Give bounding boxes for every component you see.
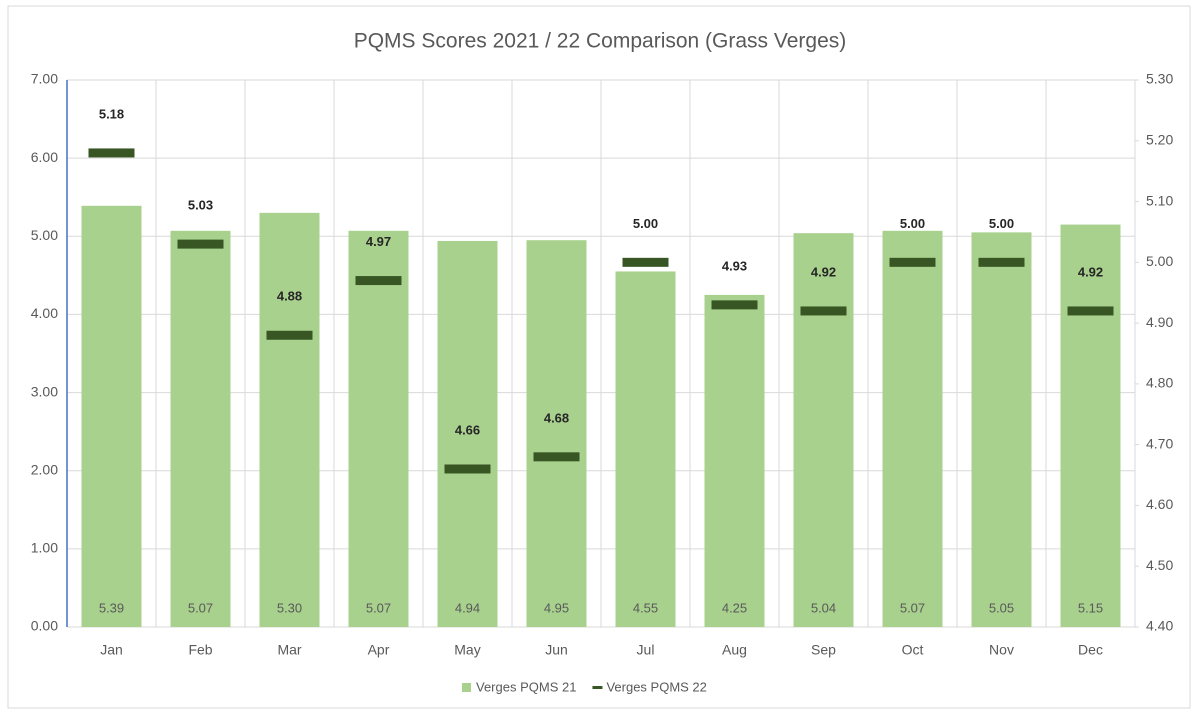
bar-value-label: 5.39 — [99, 600, 124, 615]
legend-label: Verges PQMS 21 — [476, 679, 576, 694]
legend-label: Verges PQMS 22 — [606, 679, 706, 694]
bar — [793, 233, 854, 627]
bar-value-label: 5.05 — [989, 600, 1014, 615]
bar — [81, 205, 142, 627]
marker-value-label: 4.93 — [722, 258, 747, 273]
x-tick-label: Feb — [188, 642, 212, 658]
y2-tick-label: 4.90 — [1146, 314, 1173, 330]
x-tick-label: Jul — [637, 642, 655, 658]
y2-tick-label: 4.80 — [1146, 375, 1173, 391]
marker — [889, 257, 936, 267]
y-tick-label: 5.00 — [31, 227, 58, 243]
x-tick-label: Aug — [722, 642, 747, 658]
marker — [355, 276, 402, 286]
x-tick-label: Jan — [100, 642, 123, 658]
y-tick-label: 4.00 — [31, 305, 58, 321]
marker — [1067, 306, 1114, 316]
bar-value-label: 5.07 — [366, 600, 391, 615]
y2-tick-label: 5.20 — [1146, 131, 1173, 147]
x-tick-label: Apr — [368, 642, 390, 658]
x-tick-label: Sep — [811, 642, 836, 658]
y2-tick-label: 4.40 — [1146, 618, 1173, 634]
marker-value-label: 5.00 — [989, 216, 1014, 231]
bar-value-label: 5.04 — [811, 600, 836, 615]
marker — [444, 464, 491, 474]
marker-value-label: 4.68 — [544, 410, 569, 425]
marker — [177, 239, 224, 249]
y2-tick-label: 4.50 — [1146, 557, 1173, 573]
marker — [800, 306, 847, 316]
bar-value-label: 4.95 — [544, 600, 569, 615]
bar — [437, 240, 498, 627]
marker-value-label: 4.97 — [366, 234, 391, 249]
y2-tick-label: 5.00 — [1146, 253, 1173, 269]
y-tick-label: 2.00 — [31, 461, 58, 477]
chart-title: PQMS Scores 2021 / 22 Comparison (Grass … — [354, 30, 847, 53]
marker — [533, 452, 580, 462]
bar — [170, 230, 231, 627]
legend-swatch — [592, 686, 603, 689]
marker — [266, 330, 313, 340]
y-tick-label: 0.00 — [31, 618, 58, 634]
x-tick-label: Nov — [989, 642, 1014, 658]
bar-value-label: 5.30 — [277, 600, 302, 615]
bar — [259, 212, 320, 628]
y2-tick-label: 5.10 — [1146, 192, 1173, 208]
bar — [704, 294, 765, 627]
marker — [978, 257, 1025, 267]
marker — [711, 300, 758, 310]
y2-tick-label: 4.60 — [1146, 496, 1173, 512]
marker-value-label: 4.92 — [1078, 264, 1103, 279]
x-tick-label: Oct — [902, 642, 924, 658]
marker-value-label: 4.92 — [811, 264, 836, 279]
x-tick-label: Jun — [545, 642, 568, 658]
legend-swatch — [462, 683, 471, 692]
bar-value-label: 5.07 — [900, 600, 925, 615]
y-tick-label: 3.00 — [31, 383, 58, 399]
marker-value-label: 4.66 — [455, 422, 480, 437]
y-tick-label: 7.00 — [31, 71, 58, 87]
marker-value-label: 5.00 — [900, 216, 925, 231]
marker-value-label: 5.00 — [633, 216, 658, 231]
y-tick-label: 6.00 — [31, 149, 58, 165]
marker-value-label: 5.18 — [99, 106, 124, 121]
bar-value-label: 4.55 — [633, 600, 658, 615]
x-tick-label: Dec — [1078, 642, 1103, 658]
x-tick-label: May — [454, 642, 480, 658]
bar-value-label: 4.25 — [722, 600, 747, 615]
bar — [526, 240, 587, 627]
bar-value-label: 4.94 — [455, 600, 480, 615]
y2-tick-label: 4.70 — [1146, 435, 1173, 451]
marker — [88, 148, 135, 158]
bar — [971, 232, 1032, 627]
marker — [622, 257, 669, 267]
bar — [1060, 224, 1121, 628]
x-tick-label: Mar — [277, 642, 301, 658]
bar — [615, 271, 676, 627]
bar-value-label: 5.15 — [1078, 600, 1103, 615]
bar-value-label: 5.07 — [188, 600, 213, 615]
y-tick-label: 1.00 — [31, 540, 58, 556]
marker-value-label: 5.03 — [188, 198, 213, 213]
bar — [882, 230, 943, 627]
y2-tick-label: 5.30 — [1146, 71, 1173, 87]
bar — [348, 230, 409, 627]
marker-value-label: 4.88 — [277, 289, 302, 304]
